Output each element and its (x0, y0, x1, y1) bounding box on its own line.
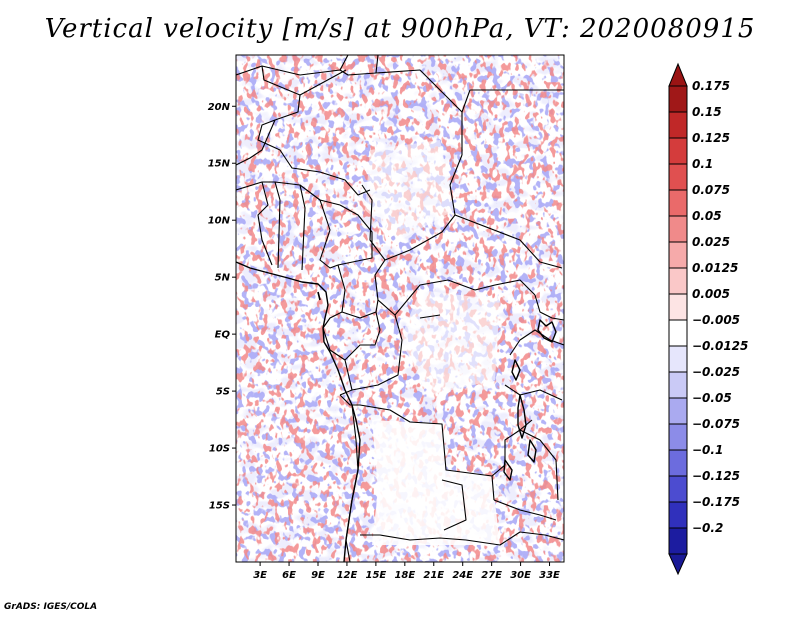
colorbar-label: 0.0125 (692, 261, 738, 275)
colorbar-swatch (668, 215, 688, 243)
colorbar-swatch (668, 501, 688, 529)
colorbar-label: 0.1 (692, 157, 713, 171)
lon-tick-label: 30E (510, 570, 531, 581)
footer-credit: GrADS: IGES/COLA (4, 602, 98, 612)
colorbar-label: −0.005 (692, 313, 740, 327)
colorbar-bottom-arrow (668, 553, 688, 576)
colorbar-swatch (668, 85, 688, 113)
colorbar-swatch (668, 319, 688, 347)
colorbar-swatch (668, 241, 688, 269)
colorbar-label: −0.2 (692, 521, 723, 535)
map-frame (235, 54, 565, 563)
lon-tick-label: 3E (253, 570, 267, 581)
colorbar-label: −0.1 (692, 443, 723, 457)
colorbar-swatch (668, 475, 688, 503)
colorbar-swatch (668, 137, 688, 165)
country-borders (236, 55, 564, 562)
colorbar: 0.175 0.15 0.125 0.1 0.075 0.05 0.025 0.0125 0.0… (668, 62, 748, 576)
lat-tick-label: 10N (208, 216, 231, 227)
lon-tick-label: 33E (539, 570, 560, 581)
colorbar-swatch (668, 371, 688, 399)
axis-ticks: 20N 15N 10N 5N EQ 5S 10S 15S 3E 6E 9E 12E 15E 18E 21E 2… (208, 102, 560, 581)
colorbar-label: 0.15 (692, 105, 722, 119)
lon-tick-label: 6E (282, 570, 296, 581)
coastlines (236, 261, 557, 562)
colorbar-label: −0.0125 (692, 339, 748, 353)
colorbar-label: 0.075 (692, 183, 730, 197)
lat-tick-label: 5S (216, 387, 230, 398)
colorbar-swatch (668, 449, 688, 477)
colorbar-label: 0.05 (692, 209, 722, 223)
colorbar-swatch (668, 111, 688, 139)
colorbar-label: 0.125 (692, 131, 730, 145)
colorbar-swatch (668, 189, 688, 217)
calm-zone-east (400, 290, 500, 395)
colorbar-label: 0.005 (692, 287, 730, 301)
lat-tick-label: 15S (209, 501, 230, 512)
lon-tick-label: 12E (337, 570, 358, 581)
lat-tick-label: EQ (215, 330, 231, 341)
colorbar-swatch (668, 293, 688, 321)
lon-tick-label: 18E (394, 570, 415, 581)
colorbar-label: 0.175 (692, 79, 730, 93)
lon-tick-label: 15E (366, 570, 387, 581)
plot-title: Vertical velocity [m/s] at 900hPa, VT: 2… (44, 14, 756, 44)
colorbar-label: −0.175 (692, 495, 740, 509)
colorbar-label: −0.025 (692, 365, 740, 379)
lat-tick-label: 10S (209, 444, 230, 455)
lat-tick-label: 15N (208, 159, 231, 170)
lon-tick-label: 9E (311, 570, 325, 581)
colorbar-swatch (668, 267, 688, 295)
colorbar-top-arrow (668, 62, 688, 87)
colorbar-swatch (668, 345, 688, 373)
calm-zone-central-sahel (365, 140, 455, 240)
colorbar-swatch (668, 163, 688, 191)
calm-zone-angola (372, 420, 500, 545)
colorbar-label: 0.025 (692, 235, 730, 249)
colorbar-label: −0.125 (692, 469, 740, 483)
lat-tick-label: 20N (208, 102, 231, 113)
lon-tick-label: 21E (423, 570, 444, 581)
colorbar-swatch (668, 527, 688, 555)
colorbar-label: −0.075 (692, 417, 740, 431)
colorbar-label: −0.05 (692, 391, 732, 405)
colorbar-swatch (668, 423, 688, 451)
lat-tick-label: 5N (215, 273, 231, 284)
lon-tick-label: 24E (452, 570, 473, 581)
lon-tick-label: 27E (481, 570, 502, 581)
colorbar-swatch (668, 397, 688, 425)
